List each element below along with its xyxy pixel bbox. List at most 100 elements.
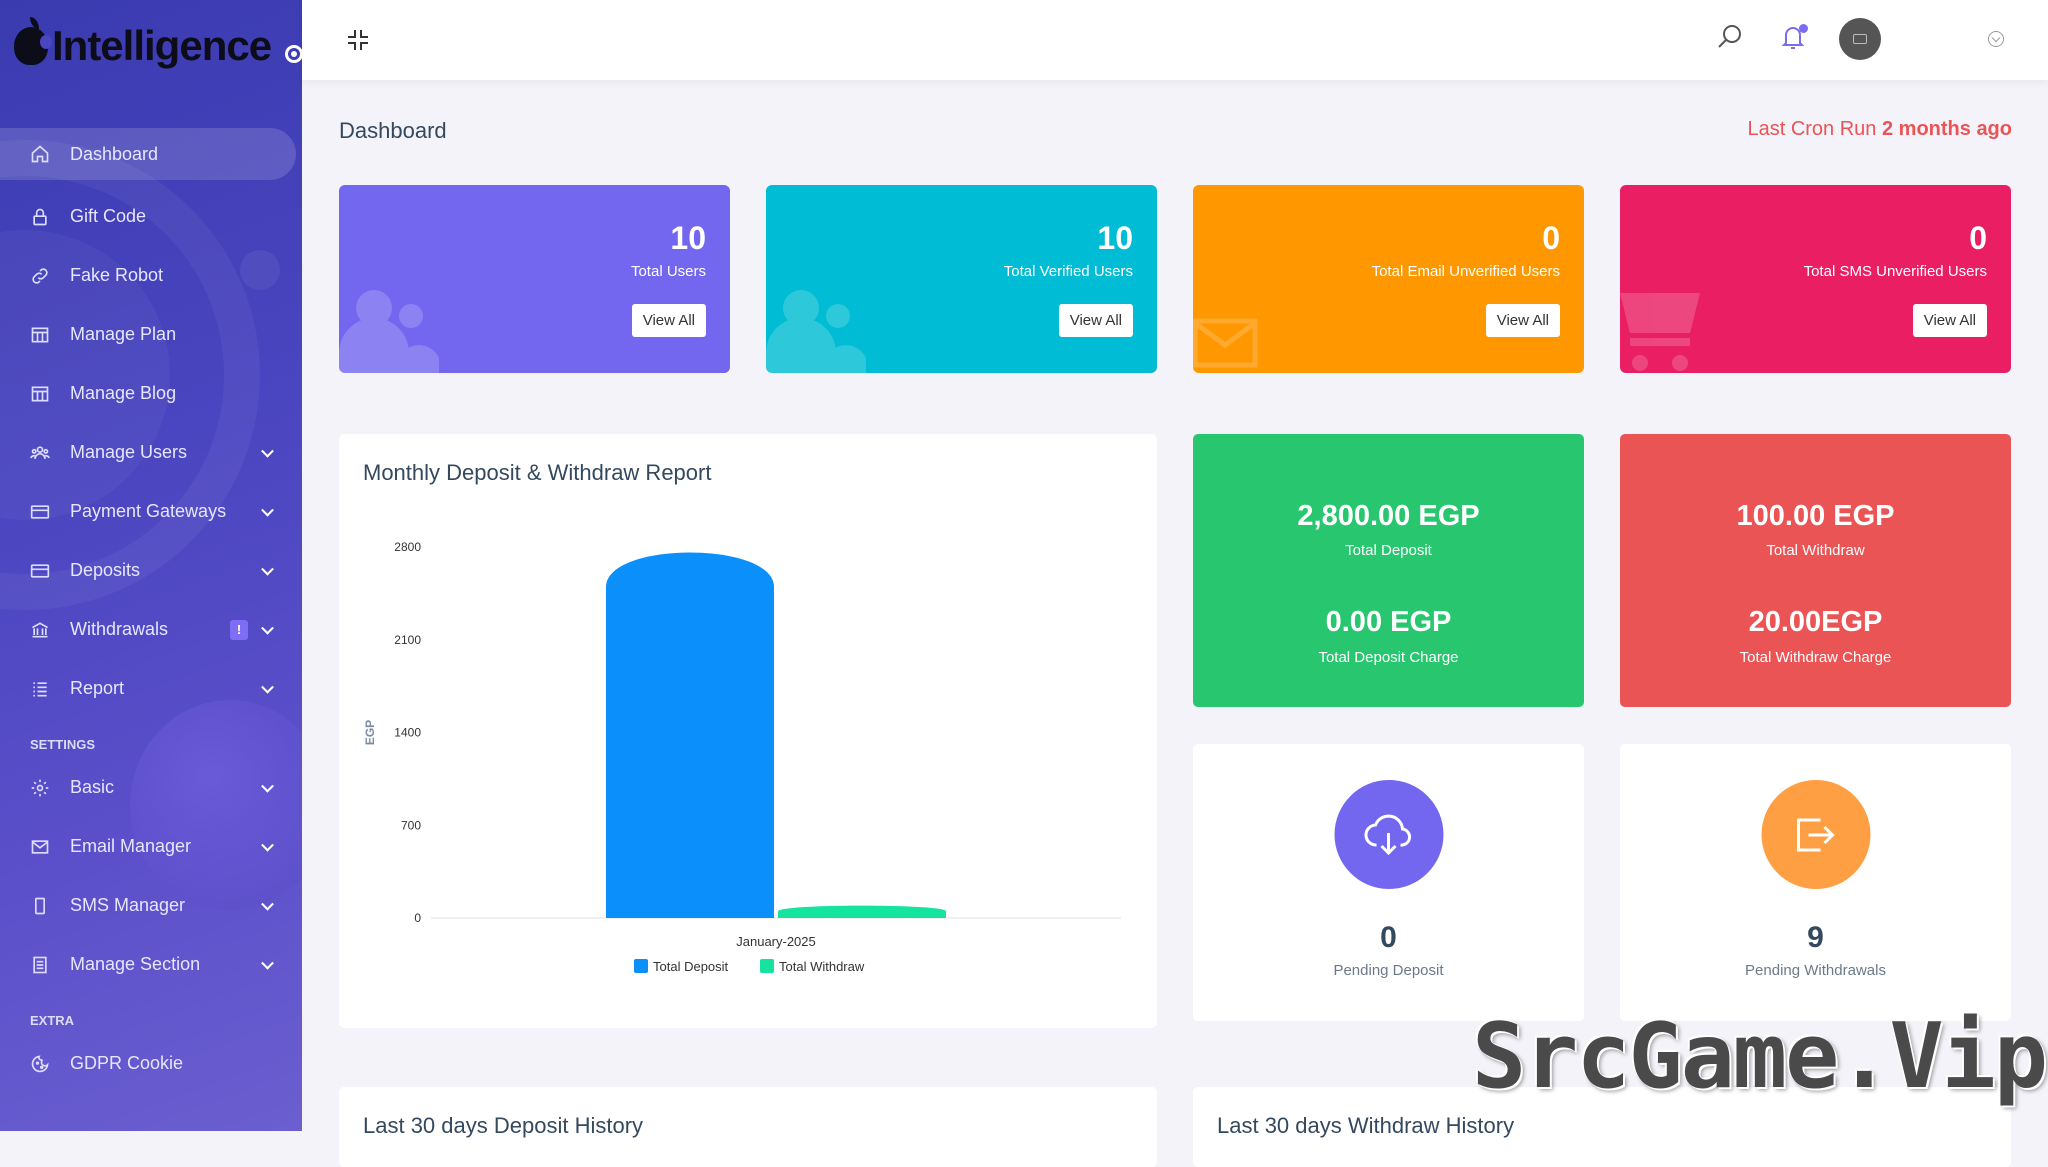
y-tick-label: 2100 [394, 633, 421, 647]
deposit-history-card: Last 30 days Deposit History [339, 1087, 1157, 1167]
sidebar-item-label: SMS Manager [70, 895, 186, 915]
chevron-down-icon [261, 562, 274, 576]
sidebar-item-report[interactable]: Report [0, 659, 302, 718]
total-withdraw-value: 100.00 EGP [1736, 500, 1895, 532]
sidebar-decoration [130, 700, 302, 910]
sidebar-item-label: Withdrawals [70, 619, 169, 639]
sidebar-item-basic[interactable]: Basic [0, 758, 302, 817]
stat-card-verified-users: 10 Total Verified Users View All [766, 185, 1157, 373]
withdraw-history-title: Last 30 days Withdraw History [1217, 1113, 1515, 1138]
sidebar-item-deposits[interactable]: Deposits [0, 541, 302, 600]
withdraw-summary-card: 100.00 EGP Total Withdraw 20.00EGP Total… [1620, 434, 2011, 707]
watermark: SrcGame.Vip [1472, 1004, 2048, 1109]
search-icon[interactable] [1715, 22, 1745, 52]
users-icon [339, 290, 439, 373]
brand-logo[interactable]: Intelligence [14, 17, 302, 70]
stat-value: 10 [1097, 220, 1133, 256]
sidebar-item-label: GDPR Cookie [70, 1053, 184, 1073]
avatar[interactable] [1839, 18, 1881, 60]
sidebar-item-label: Deposits [70, 560, 141, 580]
sidebar-item-withdrawals[interactable]: Withdrawals ! [0, 600, 302, 659]
bar-total-deposit [606, 552, 774, 918]
total-withdraw-label: Total Withdraw [1766, 542, 1865, 559]
sidebar-item-dashboard[interactable]: Dashboard [0, 128, 296, 180]
sidebar-item-fake-robot[interactable]: Fake Robot [0, 246, 302, 305]
sidebar-item-manage-users[interactable]: Manage Users [0, 423, 302, 482]
link-icon [30, 266, 50, 286]
sidebar-item-label: Manage Users [70, 442, 188, 462]
bell-icon[interactable] [1778, 22, 1808, 52]
sidebar-item-manage-blog[interactable]: Manage Blog [0, 364, 302, 423]
y-tick-label: 700 [401, 818, 421, 832]
sidebar-toggle-icon[interactable] [285, 45, 302, 63]
stat-value: 0 [1969, 220, 1987, 256]
sidebar-item-label: Gift Code [70, 206, 147, 226]
apple-logo-icon [14, 17, 52, 65]
legend-label: Total Withdraw [779, 959, 865, 974]
chevron-down-icon [261, 444, 274, 458]
total-deposit-value: 2,800.00 EGP [1297, 500, 1480, 532]
sidebar-item-label: Dashboard [70, 143, 159, 164]
deposit-summary-card: 2,800.00 EGP Total Deposit 0.00 EGP Tota… [1193, 434, 1584, 707]
exit-icon [1797, 818, 1835, 851]
sidebar-item-label: Report [70, 678, 125, 698]
lock-icon [30, 207, 50, 227]
view-all-button[interactable]: View All [1912, 304, 1987, 337]
sidebar-item-payment-gateways[interactable]: Payment Gateways [0, 482, 302, 541]
y-tick-label: 0 [414, 911, 421, 925]
deposit-charge-value: 0.00 EGP [1325, 606, 1452, 638]
list-icon [30, 679, 50, 699]
sidebar-decoration [240, 250, 280, 290]
notification-dot [1799, 24, 1808, 33]
stat-label: Total SMS Unverified Users [1803, 263, 1987, 280]
stat-value: 10 [670, 220, 706, 256]
sidebar-item-gift-code[interactable]: Gift Code [0, 187, 302, 246]
view-all-button[interactable]: View All [631, 304, 706, 337]
last-cron-status: Last Cron Run 2 months ago [1747, 118, 2012, 141]
top-bar [302, 0, 2048, 80]
chart-title: Monthly Deposit & Withdraw Report [363, 460, 712, 485]
gear-icon [30, 778, 50, 798]
phone-icon [30, 896, 50, 916]
section-icon [30, 955, 50, 975]
users-icon [766, 290, 866, 373]
deposit-charge-label: Total Deposit Charge [1318, 649, 1459, 666]
pending-deposit-card[interactable]: 0 Pending Deposit [1193, 744, 1584, 1021]
card-icon [30, 502, 50, 522]
sidebar-item-label: Manage Section [70, 954, 201, 974]
deposit-history-title: Last 30 days Deposit History [363, 1113, 644, 1138]
stat-label: Total Users [630, 263, 706, 280]
sidebar-item-label: Manage Plan [70, 324, 177, 344]
cart-icon [1620, 293, 1700, 371]
bar-total-withdraw [778, 905, 946, 918]
x-tick-label: January-2025 [736, 934, 816, 949]
sidebar-item-email-manager[interactable]: Email Manager [0, 817, 302, 876]
grid-icon [30, 384, 50, 404]
cookie-icon [30, 1054, 50, 1074]
sidebar: Intelligence Dashboard Gift Code Fake Ro… [0, 0, 302, 1131]
grid-icon [30, 325, 50, 345]
sidebar-item-label: Fake Robot [70, 265, 164, 285]
pending-withdrawals-card[interactable]: 9 Pending Withdrawals [1620, 744, 2011, 1021]
sidebar-item-manage-plan[interactable]: Manage Plan [0, 305, 302, 364]
collapse-icon[interactable] [346, 28, 370, 52]
chevron-down-icon [261, 956, 274, 970]
sidebar-item-manage-section[interactable]: Manage Section [0, 935, 302, 994]
user-menu-chevron-icon[interactable] [1988, 31, 2004, 47]
view-all-button[interactable]: View All [1058, 304, 1133, 337]
sidebar-section-heading: SETTINGS [30, 737, 96, 752]
legend-swatch [760, 959, 774, 973]
alert-badge: ! [230, 619, 248, 640]
deposit-withdraw-chart-card: Monthly Deposit & Withdraw Report 0 700 14… [339, 434, 1157, 1028]
sidebar-item-gdpr-cookie[interactable]: GDPR Cookie [0, 1034, 302, 1093]
chevron-down-icon [261, 621, 274, 635]
chevron-down-icon [261, 779, 274, 793]
pending-withdrawals-count: 9 [1807, 921, 1824, 954]
pending-deposit-count: 0 [1380, 921, 1397, 954]
sidebar-item-sms-manager[interactable]: SMS Manager [0, 876, 302, 935]
stat-label: Total Email Unverified Users [1371, 263, 1560, 280]
view-all-button[interactable]: View All [1485, 304, 1560, 337]
mail-icon [30, 837, 50, 857]
card-icon [30, 561, 50, 581]
cron-label: Last Cron Run [1747, 118, 1877, 140]
